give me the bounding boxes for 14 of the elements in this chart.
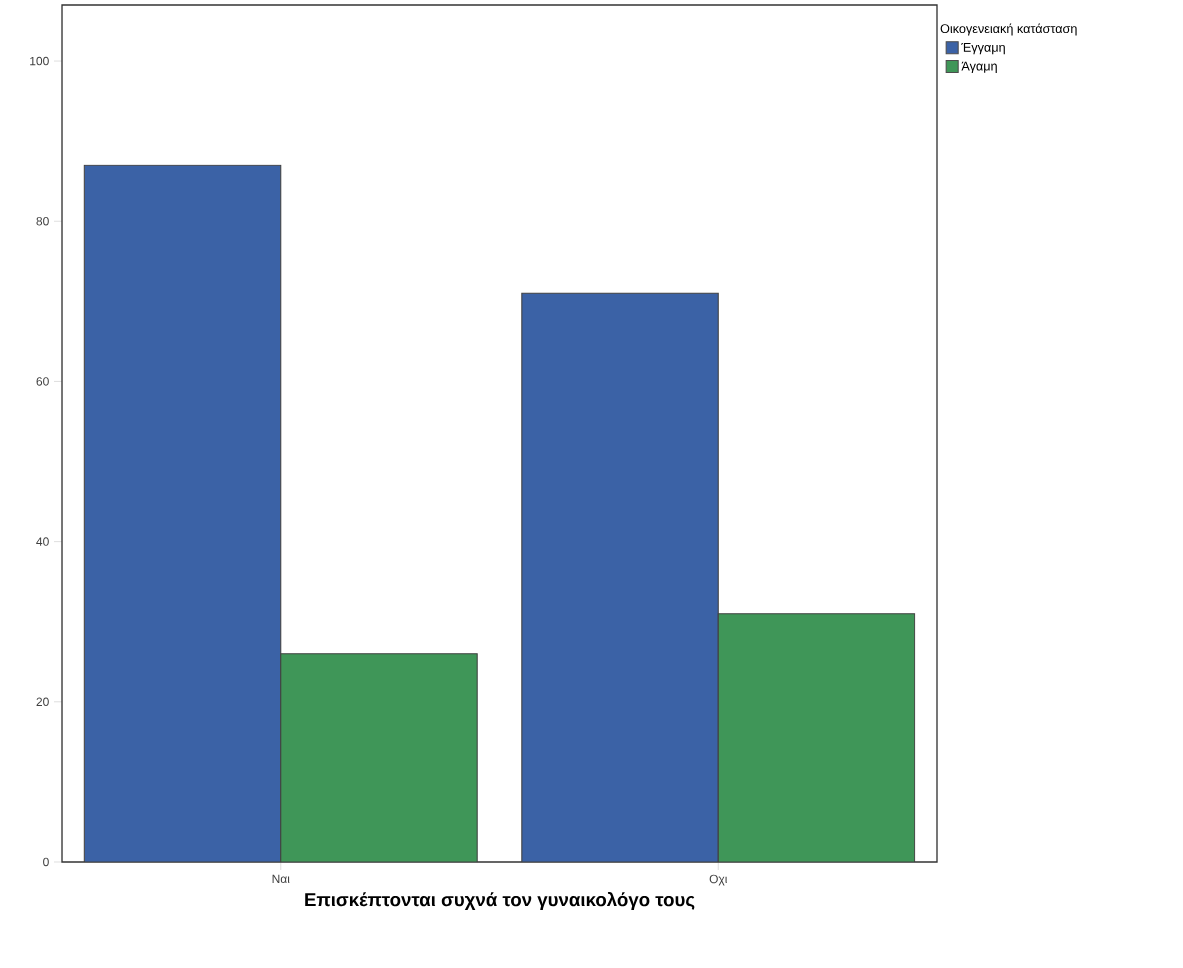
x-tick-label: Οχι	[709, 874, 728, 886]
y-tick-label: 20	[36, 697, 49, 707]
y-tick-label: 40	[36, 537, 49, 546]
y-tick-label: 0	[43, 857, 49, 867]
legend-label: Έγγαμη	[961, 42, 1005, 55]
y-tick-label: 60	[36, 377, 49, 386]
y-tick-label: 100	[30, 56, 49, 66]
legend-title: Οικογενειακή κατάσταση	[940, 23, 1077, 36]
bar	[83, 164, 282, 862]
bar	[521, 292, 719, 862]
x-axis-title: Επισκέπτονται συχνά τον γυναικολόγο τους	[305, 892, 695, 910]
legend-label: Άγαμη	[961, 61, 997, 74]
x-tick-label: Ναι	[272, 874, 290, 884]
y-tick-label: 80	[36, 216, 49, 226]
